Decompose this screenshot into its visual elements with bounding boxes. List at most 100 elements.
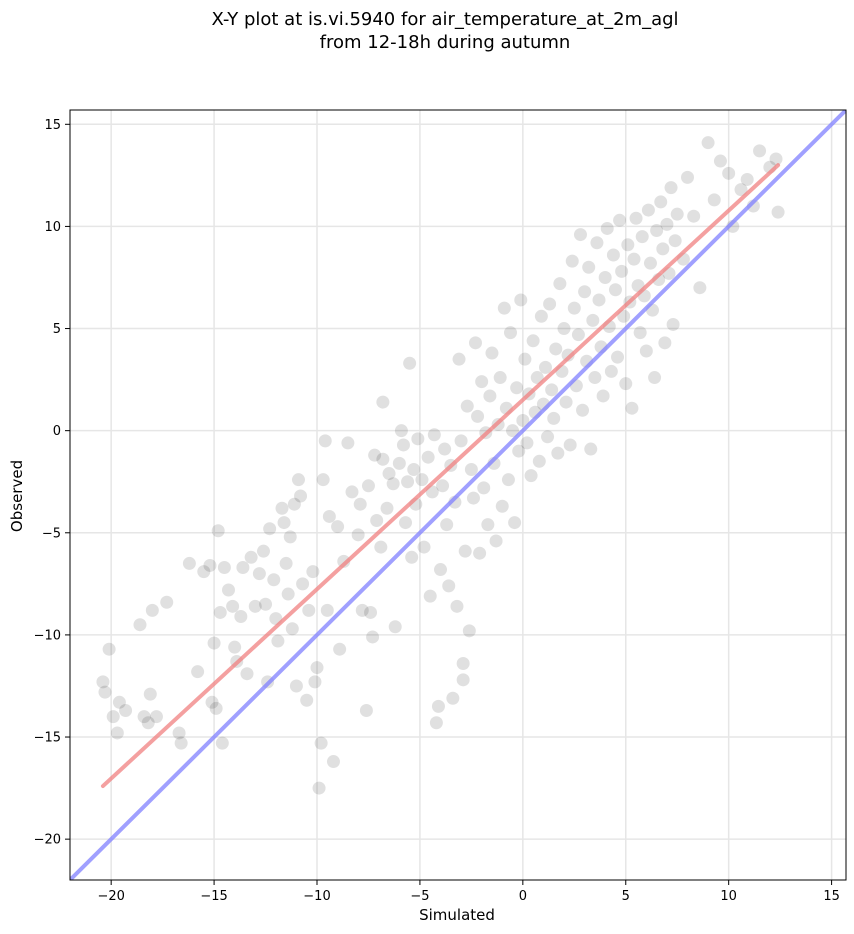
- data-point: [388, 620, 402, 634]
- data-point: [458, 544, 472, 558]
- data-point: [209, 701, 223, 715]
- data-point: [627, 252, 641, 266]
- data-point: [578, 285, 592, 299]
- data-point: [660, 217, 674, 231]
- data-point: [606, 248, 620, 262]
- data-point: [355, 603, 369, 617]
- data-point: [423, 589, 437, 603]
- data-point: [133, 618, 147, 632]
- x-tick-label: −20: [97, 889, 124, 904]
- data-point: [516, 413, 530, 427]
- data-point: [666, 317, 680, 331]
- data-point: [215, 736, 229, 750]
- data-point: [259, 597, 273, 611]
- data-point: [664, 181, 678, 195]
- data-point: [656, 242, 670, 256]
- data-point: [475, 375, 489, 389]
- data-point: [547, 411, 561, 425]
- data-point: [503, 326, 517, 340]
- data-point: [670, 207, 684, 221]
- data-point: [376, 452, 390, 466]
- data-point: [326, 755, 340, 769]
- data-point: [518, 352, 532, 366]
- data-point: [405, 550, 419, 564]
- data-point: [364, 605, 378, 619]
- data-point: [438, 442, 452, 456]
- data-point: [376, 395, 390, 409]
- y-tick-label: 0: [53, 424, 61, 439]
- data-point: [681, 170, 695, 184]
- data-point: [322, 509, 336, 523]
- data-point: [532, 454, 546, 468]
- data-point: [277, 516, 291, 530]
- data-point: [207, 636, 221, 650]
- data-point: [722, 166, 736, 180]
- data-point: [374, 540, 388, 554]
- data-point: [226, 599, 240, 613]
- data-point: [399, 516, 413, 530]
- data-point: [456, 657, 470, 671]
- data-point: [740, 172, 754, 186]
- x-tick-label: −5: [410, 889, 429, 904]
- data-point: [477, 481, 491, 495]
- data-point: [608, 283, 622, 297]
- data-point: [407, 462, 421, 476]
- x-axis-label: Simulated: [419, 906, 495, 924]
- data-point: [598, 270, 612, 284]
- y-tick-label: −10: [34, 628, 61, 643]
- data-point: [289, 679, 303, 693]
- data-point: [639, 344, 653, 358]
- data-point: [421, 450, 435, 464]
- x-tick-label: −15: [200, 889, 227, 904]
- data-point: [462, 624, 476, 638]
- data-point: [240, 667, 254, 681]
- data-point: [256, 544, 270, 558]
- data-point: [701, 136, 715, 150]
- data-point: [306, 565, 320, 579]
- data-point: [119, 703, 133, 717]
- data-point: [687, 209, 701, 223]
- data-point: [211, 524, 225, 538]
- data-point: [263, 522, 277, 536]
- data-point: [592, 293, 606, 307]
- data-point: [172, 726, 186, 740]
- data-point: [452, 352, 466, 366]
- data-point: [508, 516, 522, 530]
- data-point: [415, 473, 429, 487]
- data-point: [497, 301, 511, 315]
- data-point: [600, 221, 614, 235]
- data-point: [769, 152, 783, 166]
- data-point: [267, 573, 281, 587]
- data-point: [361, 479, 375, 493]
- data-point: [294, 489, 308, 503]
- data-point: [633, 326, 647, 340]
- data-point: [584, 442, 598, 456]
- data-point: [382, 467, 396, 481]
- data-point: [316, 473, 330, 487]
- data-point: [110, 726, 124, 740]
- chart-title-line-1: X-Y plot at is.vi.5940 for air_temperatu…: [211, 9, 678, 30]
- data-point: [604, 364, 618, 378]
- data-point: [611, 350, 625, 364]
- data-point: [512, 444, 526, 458]
- data-point: [481, 518, 495, 532]
- data-point: [366, 630, 380, 644]
- data-point: [460, 399, 474, 413]
- data-point: [707, 193, 721, 207]
- data-point: [160, 595, 174, 609]
- data-point: [434, 563, 448, 577]
- data-point: [300, 693, 314, 707]
- data-point: [573, 228, 587, 242]
- plot-frame: [69, 109, 847, 881]
- data-point: [530, 371, 544, 385]
- data-point: [450, 599, 464, 613]
- data-point: [368, 448, 382, 462]
- y-tick-label: 5: [53, 322, 61, 337]
- data-point: [545, 383, 559, 397]
- data-point: [252, 567, 266, 581]
- data-point: [318, 434, 332, 448]
- reference-lines: [70, 110, 846, 880]
- x-tick-label: 15: [823, 889, 840, 904]
- data-point: [370, 514, 384, 528]
